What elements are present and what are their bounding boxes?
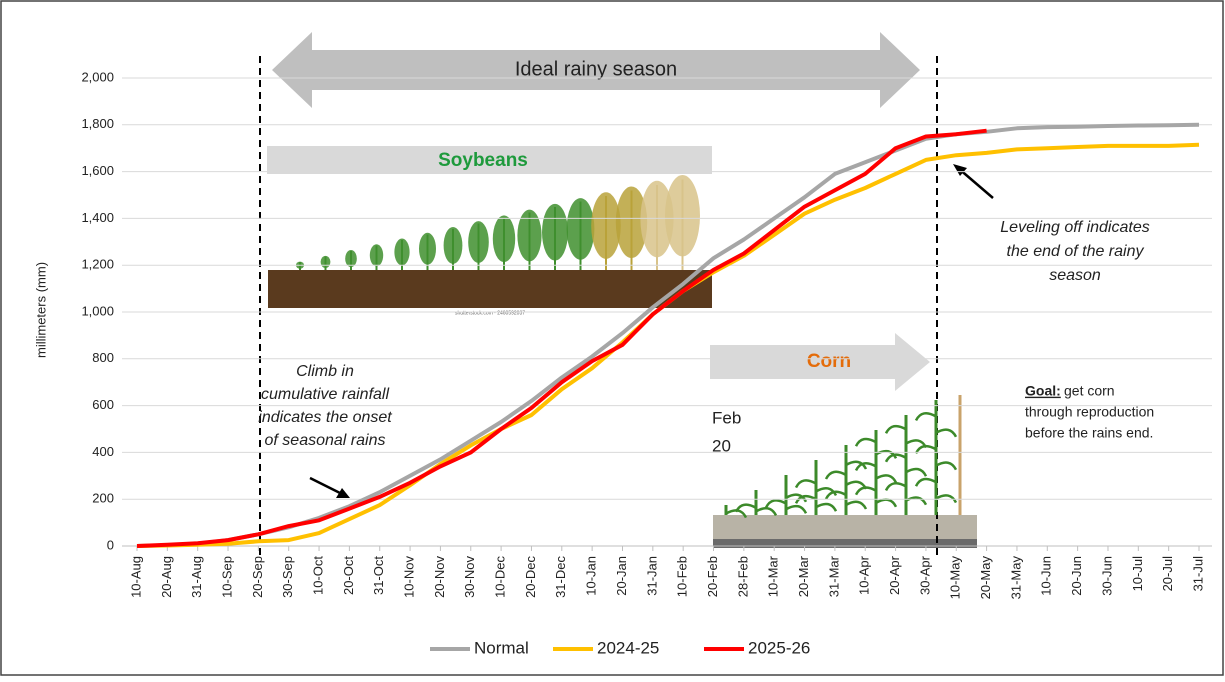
x-tick-label: 20-Jul <box>1160 556 1175 592</box>
annotation: season <box>1049 267 1101 284</box>
y-tick-label: 1,200 <box>81 257 114 272</box>
x-tick-label: 20-Nov <box>432 556 447 598</box>
annotation: Leveling off indicates <box>1000 219 1149 236</box>
soy-leaves <box>665 175 700 256</box>
soy-leaves <box>370 244 383 266</box>
x-tick-label: 20-Mar <box>796 555 811 597</box>
x-tick-label: 10-Oct <box>310 556 325 595</box>
x-tick-label: 10-Jan <box>584 556 599 596</box>
y-tick-label: 600 <box>92 397 114 412</box>
y-tick-label: 1,000 <box>81 303 114 318</box>
x-tick-label: 30-Jun <box>1099 556 1114 596</box>
x-tick-label: 30-Nov <box>462 556 477 598</box>
annotation: indicates the onset <box>258 409 392 426</box>
x-tick-label: 31-Oct <box>371 556 386 595</box>
x-tick-label: 10-Sep <box>219 556 234 598</box>
x-tick-label: 30-Apr <box>917 555 932 595</box>
x-tick-label: 10-May <box>948 556 963 600</box>
annotation: cumulative rainfall <box>261 386 390 403</box>
x-tick-label: 20-Aug <box>159 556 174 598</box>
y-axis-label: millimeters (mm) <box>33 262 48 358</box>
x-tick-label: 20-May <box>978 556 993 600</box>
x-tick-label: 31-Aug <box>189 556 204 598</box>
soy-leaves <box>517 210 541 262</box>
annotation: Soybeans <box>438 150 528 171</box>
annotation: get corn <box>1064 383 1115 399</box>
legend-label: 2024-25 <box>597 638 659 657</box>
legend-label: Normal <box>474 638 529 657</box>
soy-leaves <box>542 204 568 261</box>
y-tick-label: 1,400 <box>81 210 114 225</box>
x-tick-label: 20-Sep <box>250 556 265 598</box>
y-tick-label: 1,800 <box>81 116 114 131</box>
annotation: Climb in <box>296 363 354 380</box>
annotation: of seasonal rains <box>265 432 386 449</box>
chart: millimeters (mm) Ideal rainy season Soyb… <box>0 0 1225 677</box>
watermark: shutterstock.com · 2460592037 <box>455 310 525 316</box>
x-tick-label: 10-Apr <box>857 555 872 595</box>
annotation: before the rains end. <box>1025 425 1153 441</box>
annotation: Goal: <box>1025 383 1061 399</box>
soy-leaves <box>567 198 595 260</box>
x-tick-label: 10-Nov <box>402 556 417 598</box>
x-tick-label: 31-Jul <box>1190 556 1205 592</box>
annotation: through reproduction <box>1025 404 1154 420</box>
soy-leaves <box>419 233 436 265</box>
x-tick-label: 20-Jun <box>1069 556 1084 596</box>
y-tick-label: 800 <box>92 350 114 365</box>
x-tick-label: 10-Mar <box>766 555 781 597</box>
x-tick-label: 31-Dec <box>553 556 568 598</box>
soybean-soil <box>268 270 712 308</box>
y-tick-label: 200 <box>92 491 114 506</box>
x-tick-label: 31-Mar <box>826 555 841 597</box>
x-tick-label: 30-Sep <box>280 556 295 598</box>
x-tick-label: 20-Oct <box>341 556 356 595</box>
soy-leaves <box>444 227 463 264</box>
x-tick-label: 31-Jan <box>644 556 659 596</box>
x-tick-label: 10-Aug <box>128 556 143 598</box>
y-tick-label: 1,600 <box>81 163 114 178</box>
y-tick-label: 2,000 <box>81 69 114 84</box>
x-tick-label: 31-May <box>1008 556 1023 600</box>
soy-leaves <box>493 215 515 262</box>
annotation: 20 <box>712 436 731 455</box>
soy-leaves <box>394 239 409 266</box>
x-tick-label: 20-Apr <box>887 555 902 595</box>
y-tick-label: 0 <box>107 537 114 552</box>
y-tick-label: 400 <box>92 444 114 459</box>
x-tick-label: 20-Feb <box>705 556 720 597</box>
x-tick-label: 20-Dec <box>523 556 538 598</box>
x-tick-label: 10-Feb <box>675 556 690 597</box>
x-tick-label: 28-Feb <box>735 556 750 597</box>
legend-label: 2025-26 <box>748 638 810 657</box>
x-tick-label: 10-Dec <box>493 556 508 598</box>
soy-leaves <box>321 256 331 268</box>
soy-leaves <box>468 221 489 263</box>
annotation: Ideal rainy season <box>515 58 677 80</box>
x-tick-label: 10-Jul <box>1130 556 1145 592</box>
x-tick-label: 10-Jun <box>1039 556 1054 596</box>
annotation: Feb <box>712 408 741 427</box>
annotation: Corn <box>807 351 851 372</box>
annotation: the end of the rainy <box>1007 243 1145 260</box>
soy-leaves <box>345 250 357 267</box>
x-tick-label: 20-Jan <box>614 556 629 596</box>
